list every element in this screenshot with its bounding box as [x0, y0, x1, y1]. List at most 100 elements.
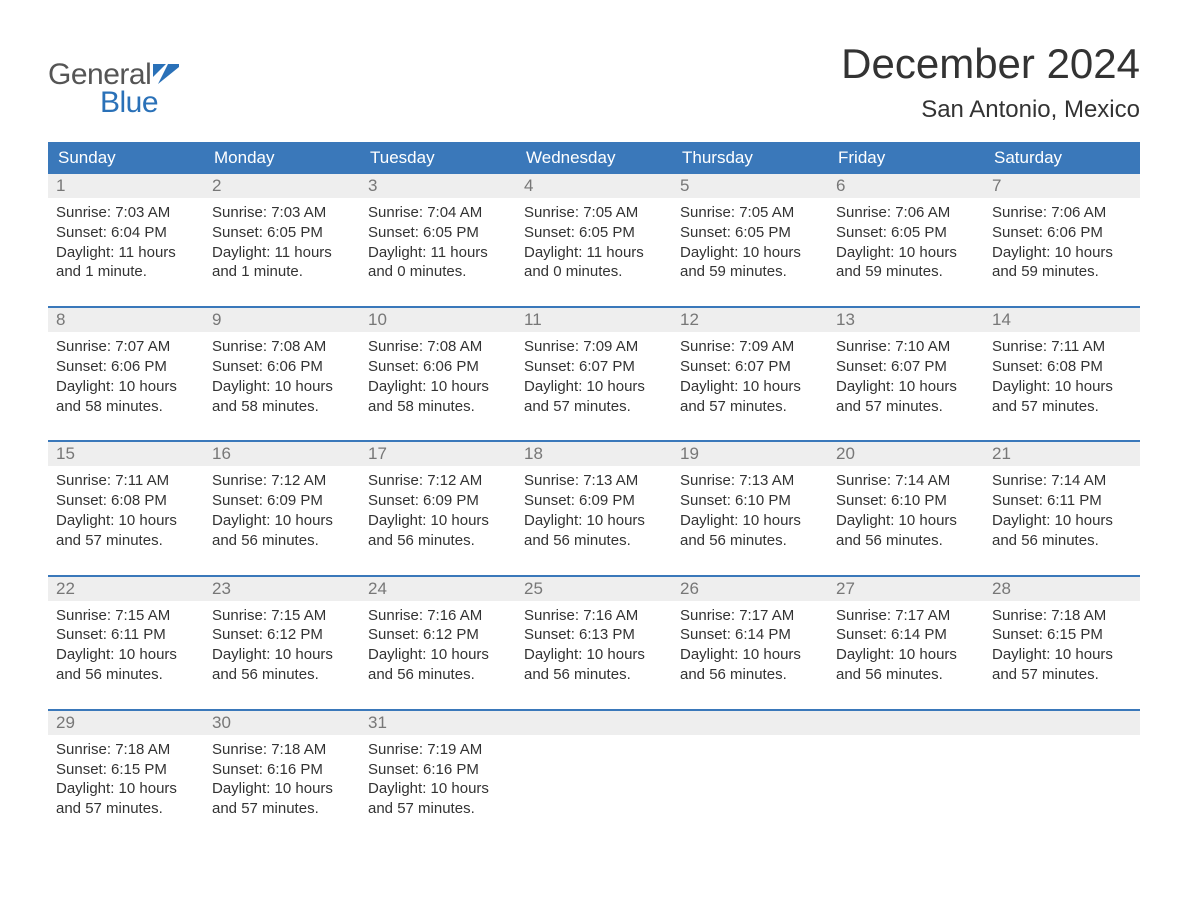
day-sunrise-text: Sunrise: 7:03 AM: [212, 203, 352, 223]
day-sunrise-text: Sunrise: 7:18 AM: [212, 740, 352, 760]
day-d2-text: and 56 minutes.: [836, 665, 976, 685]
day-number-cell: 16: [204, 442, 360, 466]
location-subtitle: San Antonio, Mexico: [841, 96, 1140, 124]
day-sunset-text: Sunset: 6:09 PM: [524, 491, 664, 511]
day-d1-text: Daylight: 10 hours: [212, 779, 352, 799]
day-details-row: Sunrise: 7:11 AMSunset: 6:08 PMDaylight:…: [48, 466, 1140, 574]
day-sunrise-text: Sunrise: 7:13 AM: [680, 471, 820, 491]
day-details-cell: Sunrise: 7:18 AMSunset: 6:15 PMDaylight:…: [48, 735, 204, 843]
day-sunrise-text: Sunrise: 7:18 AM: [56, 740, 196, 760]
day-d2-text: and 58 minutes.: [56, 397, 196, 417]
day-details-cell: Sunrise: 7:09 AMSunset: 6:07 PMDaylight:…: [672, 332, 828, 440]
title-area: December 2024 San Antonio, Mexico: [841, 40, 1140, 124]
day-d1-text: Daylight: 10 hours: [56, 779, 196, 799]
day-number-cell: 23: [204, 577, 360, 601]
dow-tuesday: Tuesday: [360, 142, 516, 174]
week-row: 891011121314Sunrise: 7:07 AMSunset: 6:06…: [48, 306, 1140, 440]
day-details-cell: Sunrise: 7:17 AMSunset: 6:14 PMDaylight:…: [672, 601, 828, 709]
day-details-cell: [672, 735, 828, 843]
day-number-cell: [672, 711, 828, 735]
day-sunrise-text: Sunrise: 7:11 AM: [56, 471, 196, 491]
day-sunrise-text: Sunrise: 7:12 AM: [368, 471, 508, 491]
day-d1-text: Daylight: 10 hours: [368, 779, 508, 799]
day-d2-text: and 56 minutes.: [368, 531, 508, 551]
day-d2-text: and 58 minutes.: [368, 397, 508, 417]
day-number-cell: 17: [360, 442, 516, 466]
day-number-cell: 24: [360, 577, 516, 601]
day-sunset-text: Sunset: 6:09 PM: [368, 491, 508, 511]
day-sunset-text: Sunset: 6:10 PM: [836, 491, 976, 511]
day-d1-text: Daylight: 11 hours: [368, 243, 508, 263]
day-number-row: 1234567: [48, 174, 1140, 198]
day-number-cell: 19: [672, 442, 828, 466]
day-d1-text: Daylight: 10 hours: [836, 243, 976, 263]
day-details-cell: Sunrise: 7:12 AMSunset: 6:09 PMDaylight:…: [360, 466, 516, 574]
day-details-cell: Sunrise: 7:15 AMSunset: 6:11 PMDaylight:…: [48, 601, 204, 709]
day-d2-text: and 57 minutes.: [56, 531, 196, 551]
dow-friday: Friday: [828, 142, 984, 174]
day-d1-text: Daylight: 10 hours: [680, 511, 820, 531]
day-sunrise-text: Sunrise: 7:18 AM: [992, 606, 1132, 626]
day-details-cell: Sunrise: 7:11 AMSunset: 6:08 PMDaylight:…: [48, 466, 204, 574]
day-d1-text: Daylight: 11 hours: [56, 243, 196, 263]
brand-logo: General Blue: [48, 58, 179, 120]
day-d2-text: and 57 minutes.: [992, 397, 1132, 417]
day-details-cell: [984, 735, 1140, 843]
day-sunset-text: Sunset: 6:06 PM: [212, 357, 352, 377]
dow-monday: Monday: [204, 142, 360, 174]
dow-wednesday: Wednesday: [516, 142, 672, 174]
day-number-cell: 5: [672, 174, 828, 198]
day-number-cell: 6: [828, 174, 984, 198]
day-sunset-text: Sunset: 6:05 PM: [368, 223, 508, 243]
day-details-cell: Sunrise: 7:08 AMSunset: 6:06 PMDaylight:…: [360, 332, 516, 440]
day-d2-text: and 57 minutes.: [836, 397, 976, 417]
day-details-row: Sunrise: 7:15 AMSunset: 6:11 PMDaylight:…: [48, 601, 1140, 709]
day-d2-text: and 57 minutes.: [56, 799, 196, 819]
day-sunrise-text: Sunrise: 7:13 AM: [524, 471, 664, 491]
day-sunset-text: Sunset: 6:10 PM: [680, 491, 820, 511]
day-sunrise-text: Sunrise: 7:16 AM: [368, 606, 508, 626]
day-sunset-text: Sunset: 6:14 PM: [680, 625, 820, 645]
day-d1-text: Daylight: 10 hours: [212, 377, 352, 397]
day-sunset-text: Sunset: 6:11 PM: [992, 491, 1132, 511]
day-sunset-text: Sunset: 6:05 PM: [680, 223, 820, 243]
day-sunset-text: Sunset: 6:12 PM: [368, 625, 508, 645]
day-d2-text: and 59 minutes.: [836, 262, 976, 282]
day-sunrise-text: Sunrise: 7:05 AM: [680, 203, 820, 223]
day-number-cell: 22: [48, 577, 204, 601]
day-sunrise-text: Sunrise: 7:17 AM: [680, 606, 820, 626]
day-number-cell: [828, 711, 984, 735]
day-details-cell: Sunrise: 7:05 AMSunset: 6:05 PMDaylight:…: [672, 198, 828, 306]
day-sunrise-text: Sunrise: 7:15 AM: [56, 606, 196, 626]
day-sunrise-text: Sunrise: 7:04 AM: [368, 203, 508, 223]
day-number-cell: [516, 711, 672, 735]
day-d1-text: Daylight: 10 hours: [992, 377, 1132, 397]
day-number-cell: 4: [516, 174, 672, 198]
dow-sunday: Sunday: [48, 142, 204, 174]
day-d1-text: Daylight: 10 hours: [56, 377, 196, 397]
day-sunset-text: Sunset: 6:07 PM: [524, 357, 664, 377]
day-d2-text: and 0 minutes.: [368, 262, 508, 282]
day-d2-text: and 56 minutes.: [836, 531, 976, 551]
day-d2-text: and 1 minute.: [56, 262, 196, 282]
day-sunrise-text: Sunrise: 7:11 AM: [992, 337, 1132, 357]
day-details-cell: Sunrise: 7:14 AMSunset: 6:11 PMDaylight:…: [984, 466, 1140, 574]
day-d1-text: Daylight: 10 hours: [680, 645, 820, 665]
day-sunrise-text: Sunrise: 7:19 AM: [368, 740, 508, 760]
day-details-cell: Sunrise: 7:13 AMSunset: 6:10 PMDaylight:…: [672, 466, 828, 574]
day-sunset-text: Sunset: 6:06 PM: [56, 357, 196, 377]
day-sunrise-text: Sunrise: 7:07 AM: [56, 337, 196, 357]
day-number-cell: 25: [516, 577, 672, 601]
brand-part2: Blue: [100, 86, 179, 120]
day-number-row: 891011121314: [48, 306, 1140, 332]
day-sunset-text: Sunset: 6:05 PM: [836, 223, 976, 243]
day-d1-text: Daylight: 10 hours: [524, 377, 664, 397]
day-number-cell: 18: [516, 442, 672, 466]
day-sunset-text: Sunset: 6:04 PM: [56, 223, 196, 243]
day-details-cell: [516, 735, 672, 843]
calendar: Sunday Monday Tuesday Wednesday Thursday…: [48, 142, 1140, 843]
day-number-row: 15161718192021: [48, 440, 1140, 466]
day-d2-text: and 0 minutes.: [524, 262, 664, 282]
day-sunrise-text: Sunrise: 7:06 AM: [992, 203, 1132, 223]
day-details-cell: Sunrise: 7:09 AMSunset: 6:07 PMDaylight:…: [516, 332, 672, 440]
